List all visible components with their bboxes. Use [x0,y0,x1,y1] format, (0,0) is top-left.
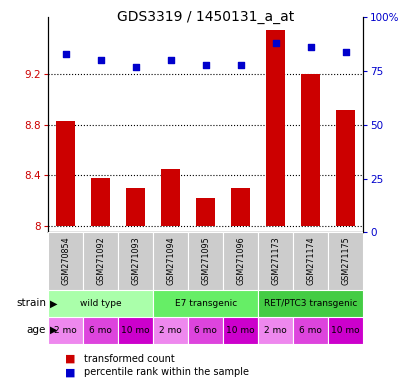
Text: transformed count: transformed count [84,354,175,364]
Text: GDS3319 / 1450131_a_at: GDS3319 / 1450131_a_at [117,10,294,23]
Bar [293,232,328,290]
Text: 6 mo: 6 mo [89,326,112,335]
Text: strain: strain [16,298,46,308]
Bar [258,290,363,317]
Text: GSM271173: GSM271173 [271,237,280,285]
Bar [188,317,223,344]
Bar [258,317,293,344]
Bar [161,169,181,226]
Bar [188,232,223,290]
Text: GSM271094: GSM271094 [166,237,175,285]
Text: 2 mo: 2 mo [55,326,77,335]
Bar [153,317,188,344]
Text: ■: ■ [65,354,76,364]
Bar [48,232,83,290]
Point [342,49,349,55]
Bar [258,232,293,290]
Bar [153,290,258,317]
Text: ▶: ▶ [50,325,58,335]
Bar [118,317,153,344]
Text: 6 mo: 6 mo [299,326,322,335]
Bar [83,317,118,344]
Text: ■: ■ [65,367,76,377]
Text: RET/PTC3 transgenic: RET/PTC3 transgenic [264,299,357,308]
Text: GSM271174: GSM271174 [306,237,315,285]
Bar [126,188,145,226]
Text: 6 mo: 6 mo [194,326,217,335]
Bar [328,317,363,344]
Bar [336,109,355,226]
Bar [266,30,286,226]
Point [273,40,279,46]
Bar [223,232,258,290]
Text: ▶: ▶ [50,298,58,308]
Bar [48,317,83,344]
Bar [231,188,250,226]
Bar [293,317,328,344]
Bar [91,178,110,226]
Bar [56,121,76,226]
Point [237,61,244,68]
Bar [301,74,320,226]
Text: 2 mo: 2 mo [265,326,287,335]
Text: percentile rank within the sample: percentile rank within the sample [84,367,249,377]
Point [307,44,314,50]
Text: 10 mo: 10 mo [226,326,255,335]
Text: E7 transgenic: E7 transgenic [175,299,237,308]
Point [132,64,139,70]
Text: GSM271096: GSM271096 [236,237,245,285]
Point [168,57,174,63]
Text: GSM270854: GSM270854 [61,237,70,285]
Bar [153,232,188,290]
Text: wild type: wild type [80,299,122,308]
Point [97,57,104,63]
Bar [83,232,118,290]
Text: GSM271095: GSM271095 [201,237,210,285]
Text: GSM271175: GSM271175 [341,237,350,285]
Bar [196,198,215,226]
Bar [118,232,153,290]
Bar [328,232,363,290]
Text: age: age [27,325,46,335]
Bar [48,290,153,317]
Point [63,51,69,57]
Text: 10 mo: 10 mo [331,326,360,335]
Bar [223,317,258,344]
Text: 10 mo: 10 mo [121,326,150,335]
Point [202,61,209,68]
Text: GSM271092: GSM271092 [96,237,105,285]
Text: 2 mo: 2 mo [160,326,182,335]
Text: GSM271093: GSM271093 [131,237,140,285]
